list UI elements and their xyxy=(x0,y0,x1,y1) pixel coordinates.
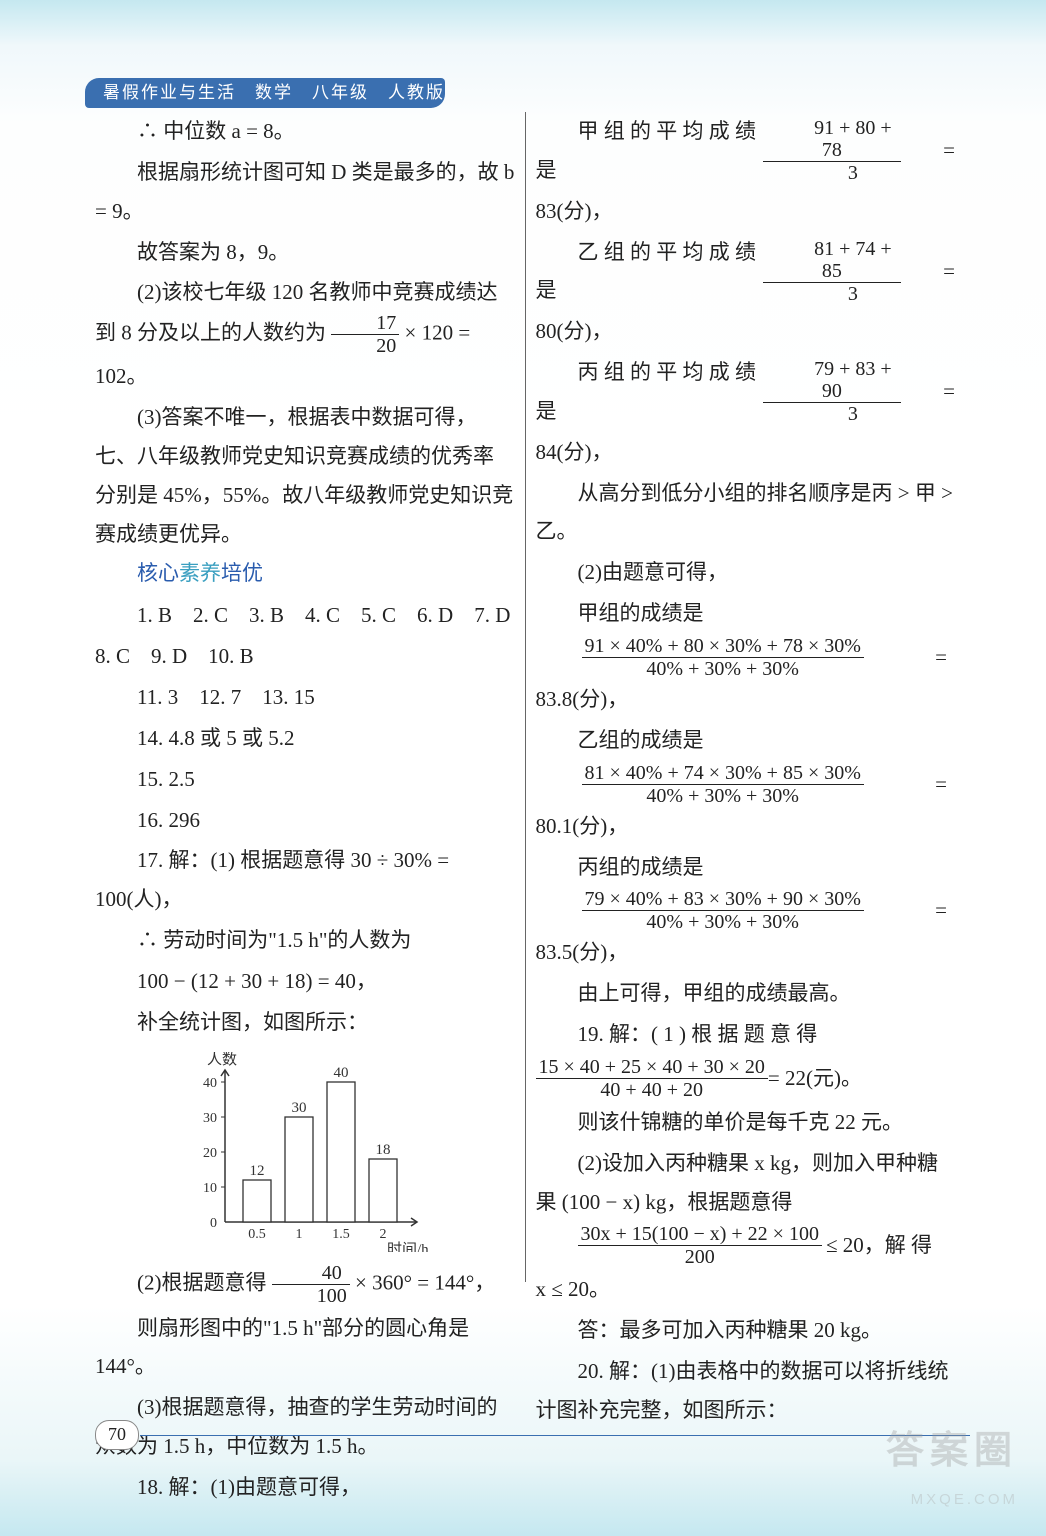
svg-text:20: 20 xyxy=(203,1146,217,1161)
equation: 79 × 40% + 83 × 30% + 90 × 30% 40% + 30%… xyxy=(578,888,956,933)
svg-text:40: 40 xyxy=(333,1065,348,1081)
line: 由上可得，甲组的成绩最高。 xyxy=(536,974,956,1013)
fraction: 81 × 40% + 74 × 30% + 85 × 30% 40% + 30%… xyxy=(582,762,864,807)
line: 从高分到低分小组的排名顺序是丙 > 甲 > 乙。 xyxy=(536,474,956,552)
line: 17. 解：(1) 根据题意得 30 ÷ 30% = 100(人)， xyxy=(95,841,515,919)
answers: 8. C 9. D 10. B xyxy=(95,637,515,676)
watermark-main: 答案圈 xyxy=(886,1416,1018,1486)
line: ∴ 劳动时间为"1.5 h"的人数为 xyxy=(95,921,515,960)
line: 根据扇形统计图可知 D 类是最多的，故 b = 9。 xyxy=(95,153,515,231)
svg-text:0.5: 0.5 xyxy=(248,1227,266,1242)
header-text: 暑假作业与生活 数学 八年级 人教版 xyxy=(103,77,445,108)
line: (2)该校七年级 120 名教师中竞赛成绩达到 8 分及以上的人数约为 17 2… xyxy=(95,273,515,396)
line: 丙 组 的 平 均 成 绩 是 79 + 83 + 90 3 = xyxy=(536,353,956,431)
line: 83.8(分)， xyxy=(536,680,956,719)
line: 80(分)， xyxy=(536,312,956,351)
line: ∴ 中位数 a = 8。 xyxy=(95,112,515,151)
svg-text:12: 12 xyxy=(249,1163,264,1179)
fraction: 91 + 80 + 78 3 xyxy=(763,117,902,184)
line: (2)由题意可得， xyxy=(536,553,956,592)
header-bar: 暑假作业与生活 数学 八年级 人教版 xyxy=(85,78,445,108)
line: 则该什锦糖的单价是每千克 22 元。 xyxy=(536,1103,956,1142)
line: 83.5(分)， xyxy=(536,933,956,972)
line: 80.1(分)， xyxy=(536,807,956,846)
line: 83(分)， xyxy=(536,192,956,231)
line: 30x + 15(100 − x) + 22 × 100 200 ≤ 20，解 … xyxy=(536,1223,956,1268)
svg-text:1.5: 1.5 xyxy=(332,1227,350,1242)
answers: 16. 296 xyxy=(95,801,515,840)
line: 乙组的成绩是 xyxy=(536,721,956,760)
line: 15 × 40 + 25 × 40 + 30 × 20 40 + 40 + 20… xyxy=(536,1056,956,1101)
line: 答：最多可加入丙种糖果 20 kg。 xyxy=(536,1311,956,1350)
fraction: 17 20 xyxy=(331,312,399,357)
svg-text:30: 30 xyxy=(291,1100,306,1116)
line: 甲 组 的 平 均 成 绩 是 91 + 80 + 78 3 = xyxy=(536,112,956,190)
line: 丙组的成绩是 xyxy=(536,848,956,887)
svg-text:40: 40 xyxy=(203,1076,217,1091)
svg-text:10: 10 xyxy=(203,1181,217,1196)
line: (3)根据题意得，抽查的学生劳动时间的众数为 1.5 h，中位数为 1.5 h。 xyxy=(95,1388,515,1466)
fraction: 81 + 74 + 85 3 xyxy=(763,238,902,305)
footer-line xyxy=(140,1435,970,1436)
line: (2)设加入丙种糖果 x kg，则加入甲种糖果 (100 − x) kg，根据题… xyxy=(536,1144,956,1222)
line: 100 − (12 + 30 + 18) = 40， xyxy=(95,962,515,1001)
section-title: 核心素养培优 xyxy=(95,555,515,594)
svg-text:人数: 人数 xyxy=(207,1052,237,1068)
fraction: 30x + 15(100 − x) + 22 × 100 200 xyxy=(578,1223,822,1268)
svg-text:0: 0 xyxy=(210,1216,217,1231)
answers: 1. B 2. C 3. B 4. C 5. C 6. D 7. D xyxy=(95,596,515,635)
bar-chart: 0 10 20 30 40 人数时间/h 12 0.5 30 1 40 1.5 18 2 xyxy=(175,1052,435,1252)
content-area: ∴ 中位数 a = 8。 根据扇形统计图可知 D 类是最多的，故 b = 9。 … xyxy=(85,112,965,1282)
equation: 91 × 40% + 80 × 30% + 78 × 30% 40% + 30%… xyxy=(578,635,956,680)
left-column: ∴ 中位数 a = 8。 根据扇形统计图可知 D 类是最多的，故 b = 9。 … xyxy=(85,112,525,1282)
line: 故答案为 8，9。 xyxy=(95,233,515,272)
fraction: 40 100 xyxy=(272,1262,350,1307)
svg-text:1: 1 xyxy=(295,1227,302,1242)
equation: 81 × 40% + 74 × 30% + 85 × 30% 40% + 30%… xyxy=(578,762,956,807)
fraction: 79 + 83 + 90 3 xyxy=(763,358,902,425)
svg-text:18: 18 xyxy=(375,1142,390,1158)
svg-text:2: 2 xyxy=(379,1227,386,1242)
line: 则扇形图中的"1.5 h"部分的圆心角是 144°。 xyxy=(95,1309,515,1387)
line: 19. 解：( 1 ) 根 据 题 意 得 xyxy=(536,1015,956,1054)
line: 18. 解：(1)由题意可得， xyxy=(95,1468,515,1507)
watermark: 答案圈 MXQE.COM xyxy=(886,1416,1018,1514)
line: (2)根据题意得 40 100 × 360° = 144°， xyxy=(95,1262,515,1307)
line: 甲组的成绩是 xyxy=(536,594,956,633)
line: (3)答案不唯一，根据表中数据可得，七、八年级教师党史知识竞赛成绩的优秀率分别是… xyxy=(95,398,515,553)
line: 84(分)， xyxy=(536,433,956,472)
line: 乙 组 的 平 均 成 绩 是 81 + 74 + 85 3 = xyxy=(536,233,956,311)
svg-text:30: 30 xyxy=(203,1111,217,1126)
answers: 14. 4.8 或 5 或 5.2 xyxy=(95,719,515,758)
right-column: 甲 组 的 平 均 成 绩 是 91 + 80 + 78 3 = 83(分)， … xyxy=(526,112,966,1282)
line: 补全统计图，如图所示： xyxy=(95,1003,515,1042)
fraction: 15 × 40 + 25 × 40 + 30 × 20 40 + 40 + 20 xyxy=(536,1056,768,1101)
answers: 15. 2.5 xyxy=(95,760,515,799)
line: x ≤ 20。 xyxy=(536,1270,956,1309)
svg-text:时间/h: 时间/h xyxy=(387,1241,429,1252)
answers: 11. 3 12. 7 13. 15 xyxy=(95,678,515,717)
fraction: 79 × 40% + 83 × 30% + 90 × 30% 40% + 30%… xyxy=(582,888,864,933)
fraction: 91 × 40% + 80 × 30% + 78 × 30% 40% + 30%… xyxy=(582,635,864,680)
watermark-sub: MXQE.COM xyxy=(886,1486,1018,1514)
page-number: 70 xyxy=(95,1420,139,1450)
chart-svg: 0 10 20 30 40 人数时间/h 12 0.5 30 1 40 1.5 18 2 xyxy=(175,1052,435,1252)
